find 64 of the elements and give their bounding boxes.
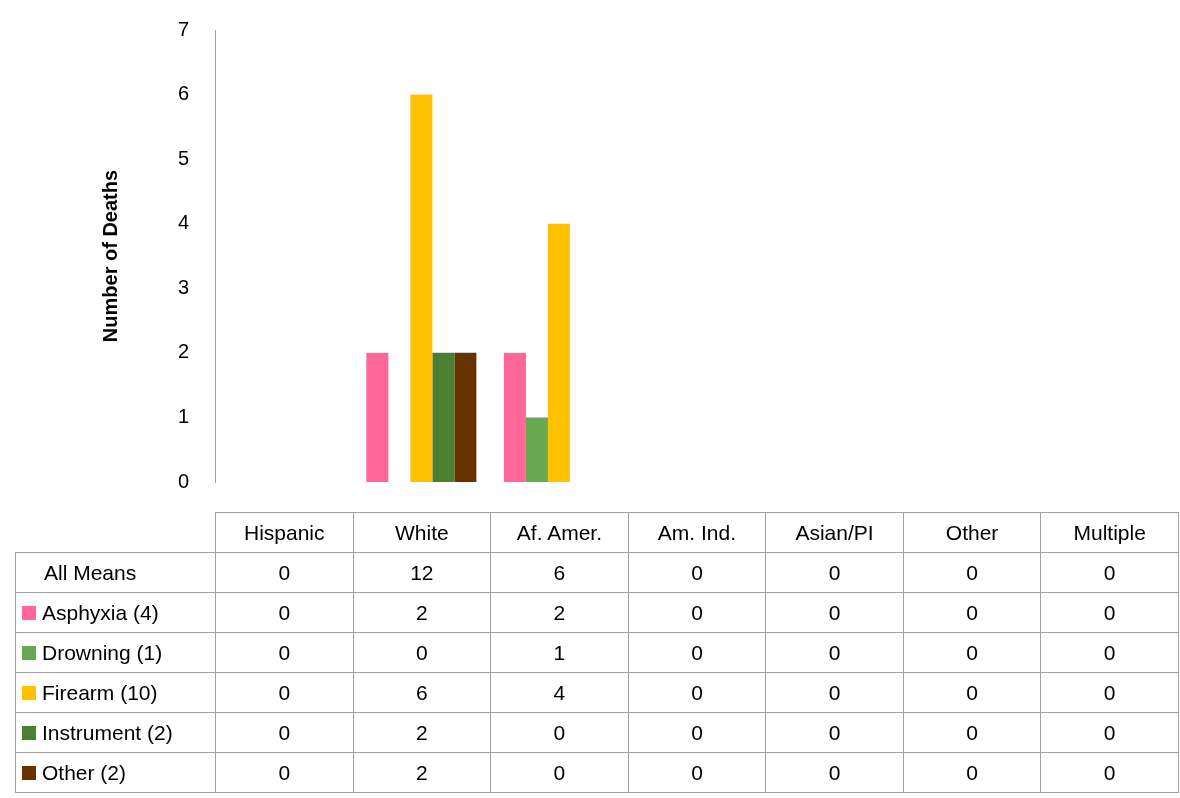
data-label: 0 <box>628 712 766 753</box>
y-tick-label: 0 <box>177 469 189 492</box>
legend-label: Drowning (1) <box>42 640 163 664</box>
text: 0 <box>1040 552 1179 593</box>
text: 0 <box>215 552 354 593</box>
data-label: 0 <box>215 632 354 673</box>
data-label: 0 <box>215 712 354 753</box>
data-label: 0 <box>765 592 904 633</box>
data-label: 0 <box>765 632 904 673</box>
data-label: 0 <box>1040 632 1179 673</box>
y-tick-label: 4 <box>177 211 189 234</box>
data-label: 0 <box>353 632 491 673</box>
x-tick-label: Hispanic <box>215 512 354 553</box>
data-label: 0 <box>765 752 904 793</box>
y-axis-title: Number of Deaths <box>98 169 121 343</box>
data-label: 2 <box>353 712 491 753</box>
text: 6 <box>490 552 629 593</box>
y-tick-label: 1 <box>177 404 189 427</box>
data-label: 2 <box>353 592 491 633</box>
data-label: 0 <box>1040 592 1179 633</box>
data-label: 0 <box>215 672 354 713</box>
data-label: 0 <box>215 592 354 633</box>
legend-label: Asphyxia (4) <box>42 600 159 624</box>
data-label: 2 <box>353 752 491 793</box>
text: 0 <box>765 552 904 593</box>
data-label: 0 <box>903 672 1041 713</box>
data-label: 0 <box>490 752 629 793</box>
y-tick-label: 2 <box>177 340 189 363</box>
x-tick-label: Multiple <box>1040 512 1179 553</box>
data-label: 0 <box>628 632 766 673</box>
data-label: 0 <box>1040 752 1179 793</box>
legend-label: Instrument (2) <box>42 720 173 744</box>
x-tick-label: Asian/PI <box>765 512 904 553</box>
x-tick-label: Am. Ind. <box>628 512 766 553</box>
x-tick-label: Af. Amer. <box>490 512 629 553</box>
data-label: 0 <box>1040 672 1179 713</box>
text: 0 <box>903 552 1041 593</box>
data-label: 0 <box>628 672 766 713</box>
data-label: 0 <box>490 712 629 753</box>
data-label: 0 <box>1040 712 1179 753</box>
text: 0 <box>628 552 766 593</box>
data-label: 1 <box>490 632 629 673</box>
legend-label: Other (2) <box>42 760 127 784</box>
data-label: 2 <box>490 592 629 633</box>
text: 12 <box>353 552 491 593</box>
y-tick-label: 6 <box>177 82 189 105</box>
data-label: 0 <box>903 752 1041 793</box>
data-label: 0 <box>765 712 904 753</box>
data-label: 0 <box>628 592 766 633</box>
data-label: 4 <box>490 672 629 713</box>
data-label: 0 <box>903 632 1041 673</box>
y-tick-label: 5 <box>177 146 189 169</box>
data-label: 0 <box>628 752 766 793</box>
legend-label: Firearm (10) <box>42 680 158 704</box>
x-tick-label: Other <box>903 512 1041 553</box>
data-label: 0 <box>765 672 904 713</box>
data-label: 6 <box>353 672 491 713</box>
y-tick-label: 3 <box>177 275 189 298</box>
y-tick-label: 7 <box>177 17 189 40</box>
data-label: 0 <box>215 752 354 793</box>
text: All Means <box>44 560 137 584</box>
data-label: 0 <box>903 592 1041 633</box>
x-tick-label: White <box>353 512 491 553</box>
data-label: 0 <box>903 712 1041 753</box>
